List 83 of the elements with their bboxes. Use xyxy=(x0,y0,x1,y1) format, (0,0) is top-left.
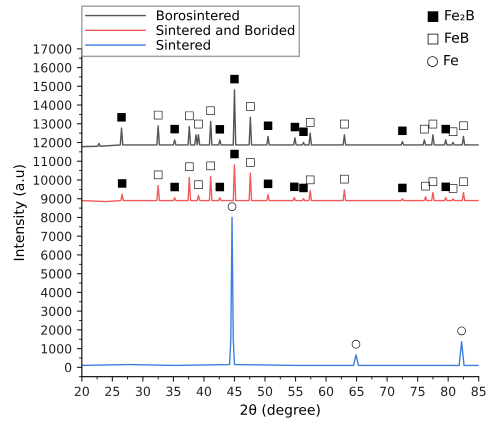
annotation: ■ xyxy=(170,182,179,192)
y-tick-label: 13000 xyxy=(34,119,72,129)
annotation: ■ xyxy=(230,150,239,158)
y-tick-label: 11000 xyxy=(34,156,72,166)
annotation: ○ Fe xyxy=(427,55,458,67)
annotation: □ xyxy=(459,178,468,186)
x-tick-label: 70 xyxy=(380,386,394,396)
annotation: ■ xyxy=(290,122,300,132)
annotation: □ xyxy=(421,182,430,190)
annotation: ■ xyxy=(441,182,450,192)
annotation: □ xyxy=(194,180,203,190)
annotation: ■ xyxy=(230,74,239,84)
y-tick-label: 12000 xyxy=(34,138,72,148)
x-tick-label: 85 xyxy=(472,386,486,396)
annotation: □ xyxy=(246,102,255,111)
y-tick-label: 10000 xyxy=(34,175,72,185)
annotation: ■ xyxy=(264,180,272,188)
annotation: ■ xyxy=(299,184,308,192)
annotation: ■ xyxy=(216,182,224,192)
x-axis-title: 2θ (degree) xyxy=(240,404,320,418)
x-tick-label: 80 xyxy=(441,386,456,396)
annotation: □ xyxy=(428,178,438,186)
y-tick-label: 8000 xyxy=(41,212,72,222)
annotation: □ xyxy=(246,158,255,167)
annotation: □ xyxy=(206,106,215,116)
annotation: □ xyxy=(340,120,349,128)
annotation: □ xyxy=(306,176,314,184)
y-tick-label: 7000 xyxy=(41,232,72,242)
text: □ FeB xyxy=(428,32,468,44)
x-tick-label: 65 xyxy=(350,386,364,396)
line-series xyxy=(82,216,479,366)
legend-label: Sintered xyxy=(156,40,210,50)
x-tick-label: 20 xyxy=(74,386,89,396)
annotation: □ xyxy=(185,112,194,120)
y-tick-label: 9000 xyxy=(41,194,72,204)
line-series xyxy=(82,89,479,148)
annotation: □ xyxy=(185,162,194,172)
annotation: ■ xyxy=(441,124,450,134)
annotation: ■ xyxy=(290,182,299,192)
annotation: □ xyxy=(306,118,314,127)
annotation: □ xyxy=(340,174,349,184)
y-tick-label: 14000 xyxy=(34,100,72,110)
annotation: □ xyxy=(206,162,215,170)
x-tick-label: 40 xyxy=(196,386,212,396)
y-axis-title: Intensity (a.u) xyxy=(13,165,27,260)
legend-label: Sintered and Borided xyxy=(156,24,294,36)
x-tick-label: 60 xyxy=(318,386,334,396)
y-tick-label: 3000 xyxy=(41,306,72,316)
annotation: □ xyxy=(459,121,468,130)
annotation: ■ xyxy=(264,121,272,130)
y-tick-label: 2000 xyxy=(41,325,72,335)
annotation: ○ xyxy=(352,340,360,348)
x-tick-label: 50 xyxy=(258,386,272,396)
annotation: ○ xyxy=(457,326,466,336)
x-tick-label: 55 xyxy=(288,386,302,396)
x-tick-label: 45 xyxy=(227,386,242,396)
annotation: □ xyxy=(420,124,429,134)
annotation: ■ xyxy=(299,127,308,136)
y-tick-label: 17000 xyxy=(34,44,72,54)
x-tick-label: 25 xyxy=(105,386,120,396)
y-tick-label: 4000 xyxy=(40,288,72,298)
annotation: ■ xyxy=(398,126,407,136)
y-tick-label: 15000 xyxy=(34,82,72,92)
annotation: □ xyxy=(428,120,438,128)
x-tick-label: 75 xyxy=(410,386,425,396)
x-tick-label: 30 xyxy=(136,386,150,396)
annotation: ■ xyxy=(117,113,126,122)
y-tick-label: 0 xyxy=(64,362,72,372)
annotation: □ xyxy=(154,170,162,180)
legend-label: Borosintered xyxy=(157,10,239,20)
y-tick-label: 5000 xyxy=(41,269,72,279)
annotation: ■ xyxy=(118,179,126,188)
annotation: ■ xyxy=(170,124,179,134)
annotation: ■ xyxy=(398,184,407,192)
annotation: □ xyxy=(154,110,162,120)
text: ■ Fe₂B xyxy=(428,10,474,22)
annotation: ■ xyxy=(216,125,224,134)
annotation: ○ xyxy=(228,202,236,211)
y-tick-label: 6000 xyxy=(41,250,72,260)
y-tick-label: 16000 xyxy=(34,63,72,72)
x-tick-label: 35 xyxy=(166,386,180,396)
y-tick-label: 1000 xyxy=(42,344,72,354)
annotation: □ xyxy=(194,120,203,128)
